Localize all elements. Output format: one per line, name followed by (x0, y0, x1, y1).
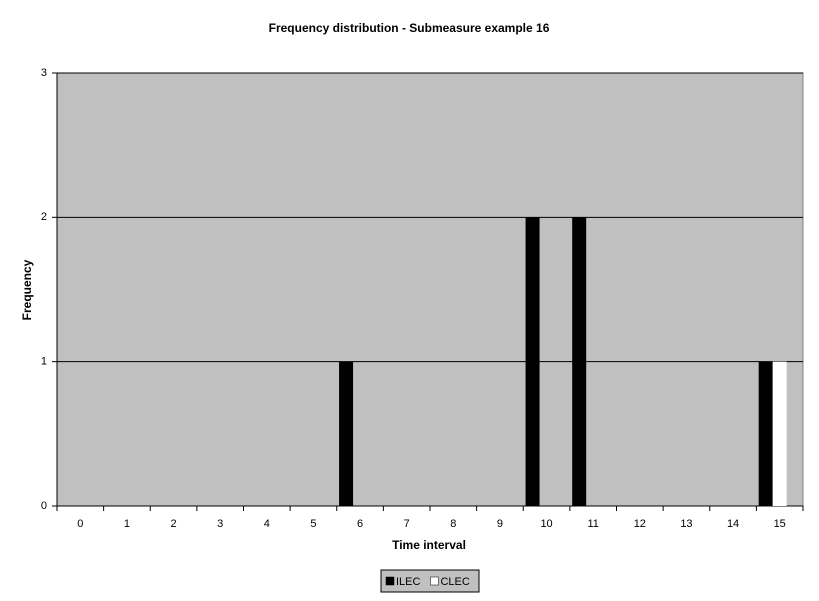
legend-swatch (430, 576, 439, 586)
x-tick-label: 2 (171, 518, 177, 530)
y-tick-label: 3 (41, 67, 47, 79)
x-tick-label: 14 (727, 518, 739, 530)
x-tick-label: 9 (497, 518, 503, 530)
legend-label: CLEC (440, 576, 469, 588)
y-axis-label: Frequency (20, 259, 34, 320)
bar (572, 217, 587, 507)
plot-area (56, 72, 804, 507)
legend (380, 569, 480, 593)
x-tick-label: 4 (264, 518, 270, 530)
bar (758, 361, 773, 506)
x-axis-label: Time interval (392, 538, 466, 552)
x-tick-label: 1 (124, 518, 130, 530)
x-tick-label: 6 (357, 518, 363, 530)
y-tick-label: 0 (41, 500, 47, 512)
x-tick-label: 15 (774, 518, 786, 530)
x-tick-label: 3 (217, 518, 223, 530)
x-tick-label: 8 (450, 518, 456, 530)
x-tick-label: 7 (404, 518, 410, 530)
chart-title: Frequency distribution - Submeasure exam… (269, 21, 550, 35)
y-tick-label: 2 (41, 211, 47, 223)
x-tick-label: 5 (310, 518, 316, 530)
bar (525, 217, 540, 507)
bar (772, 361, 787, 506)
x-tick-label: 12 (634, 518, 646, 530)
legend-label: ILEC (396, 576, 421, 588)
legend-swatch (385, 576, 395, 586)
x-tick-label: 11 (587, 518, 598, 530)
x-tick-label: 13 (680, 518, 692, 530)
y-tick-label: 1 (41, 356, 47, 368)
x-tick-label: 10 (540, 518, 552, 530)
x-tick-label: 0 (77, 518, 83, 530)
bar (339, 361, 354, 506)
